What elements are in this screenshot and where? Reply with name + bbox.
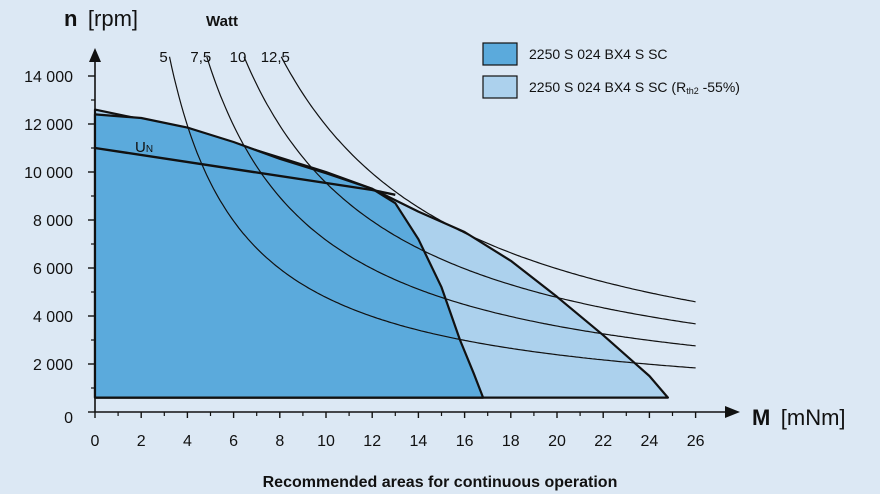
legend-swatch-2 — [482, 75, 518, 99]
y-axis-arrow — [89, 48, 101, 62]
watt-header: Watt — [206, 13, 238, 30]
watt-label-1: 5 — [159, 49, 167, 66]
x-tick-label: 20 — [548, 433, 566, 450]
y-tick-label: 6 000 — [33, 261, 73, 278]
x-axis-ticks: 0 2 4 6 8 10 12 14 16 18 20 22 24 26 — [91, 412, 705, 450]
x-axis-unit: [mNm] — [781, 405, 846, 430]
operating-areas — [93, 108, 669, 399]
x-tick-label: 22 — [594, 433, 612, 450]
x-tick-label: 12 — [363, 433, 381, 450]
y-tick-label: 4 000 — [33, 309, 73, 326]
power-curve-4 — [280, 56, 696, 303]
legend-label-2-sub: th2 — [686, 86, 699, 96]
y-tick-label: 14 000 — [24, 69, 73, 86]
y-axis-symbol: n — [64, 6, 77, 31]
x-tick-label: 10 — [317, 433, 335, 450]
x-tick-label: 2 — [137, 433, 146, 450]
legend-label-2: 2250 S 024 BX4 S SC (Rth2 -55%) — [529, 79, 740, 96]
y-tick-label: 8 000 — [33, 213, 73, 230]
x-axis-title: M [mNm] — [752, 405, 846, 430]
legend-label-2-main: 2250 S 024 BX4 S SC (R — [529, 79, 686, 95]
x-axis-symbol: M — [752, 405, 770, 430]
y-tick-label: 2 000 — [33, 357, 73, 374]
y-tick-label: 0 — [64, 410, 73, 427]
x-tick-label: 18 — [502, 433, 520, 450]
y-axis-ticks: 0 2 000 4 000 6 000 8 000 10 000 12 000 14 000 — [24, 69, 95, 427]
power-curve-2 — [206, 56, 696, 347]
x-axis-arrow — [725, 406, 740, 418]
x-tick-label: 14 — [410, 433, 428, 450]
legend: 2250 S 024 BX4 S SC 2250 S 024 BX4 S SC … — [482, 42, 740, 99]
legend-swatch-1 — [482, 42, 518, 66]
watt-label-4: 12,5 — [261, 49, 290, 66]
power-curve-3 — [243, 56, 696, 325]
y-tick-label: 10 000 — [24, 165, 73, 182]
x-tick-label: 16 — [456, 433, 474, 450]
watt-label-2: 7,5 — [190, 49, 211, 66]
un-label: UN — [135, 139, 153, 156]
x-tick-label: 6 — [229, 433, 238, 450]
x-tick-label: 8 — [275, 433, 284, 450]
power-curve-1 — [168, 56, 696, 369]
x-tick-label: 26 — [687, 433, 705, 450]
watt-label-3: 10 — [230, 49, 247, 66]
legend-label-2-suffix: -55%) — [699, 79, 740, 95]
legend-label-1: 2250 S 024 BX4 S SC — [529, 46, 668, 62]
power-curves — [168, 56, 696, 369]
x-tick-label: 4 — [183, 433, 192, 450]
y-axis-unit: [rpm] — [88, 6, 138, 31]
x-tick-label: 0 — [91, 433, 100, 450]
un-label-main: U — [135, 139, 146, 156]
axes — [89, 48, 740, 418]
voltage-line-un — [94, 146, 396, 196]
y-axis-title: n [rpm] — [64, 6, 138, 31]
x-tick-label: 24 — [641, 433, 659, 450]
y-tick-label: 12 000 — [24, 117, 73, 134]
un-label-sub: N — [146, 144, 153, 155]
chart-caption: Recommended areas for continuous operati… — [263, 474, 618, 491]
watt-labels: 5 7,5 10 12,5 — [159, 49, 290, 66]
